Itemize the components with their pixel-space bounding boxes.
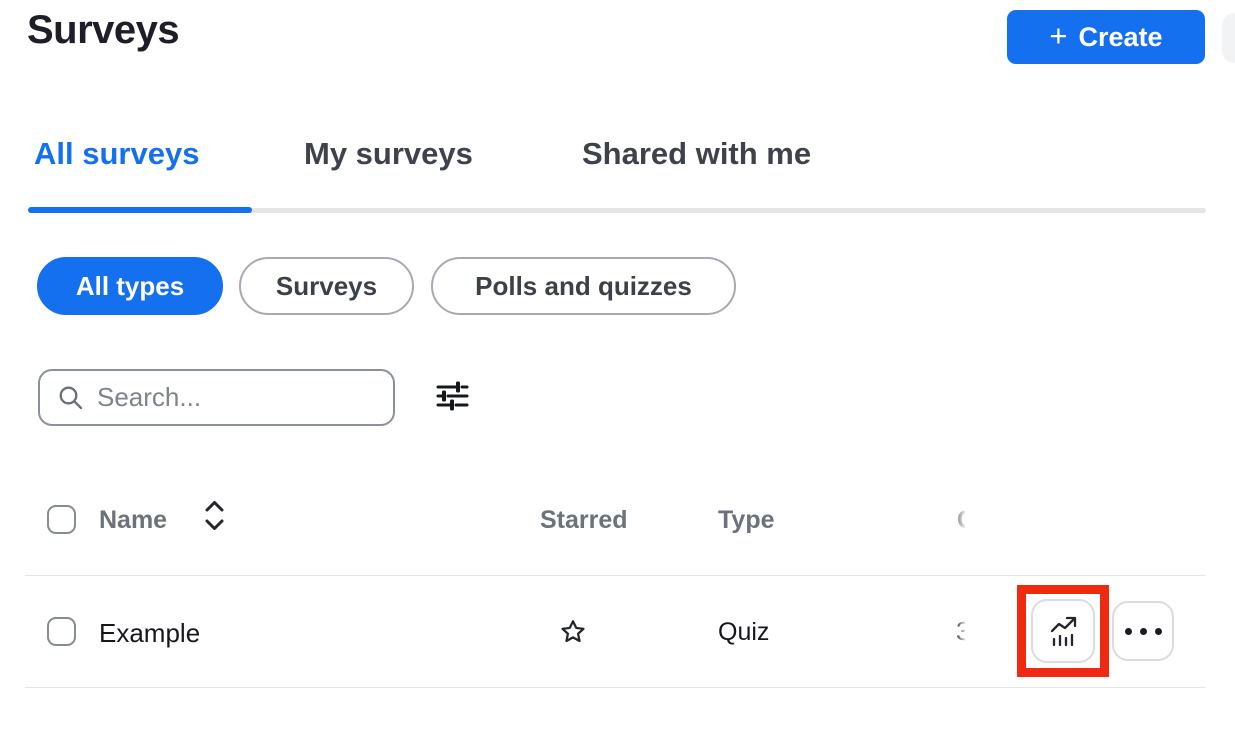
survey-type: Quiz <box>718 618 770 646</box>
analyze-results-button[interactable] <box>1031 599 1095 663</box>
sort-arrows-icon <box>203 499 226 532</box>
partial-edge-element <box>1222 13 1235 63</box>
filter-pill-polls-quizzes[interactable]: Polls and quizzes <box>431 257 736 315</box>
filter-pill-surveys[interactable]: Surveys <box>239 257 414 315</box>
search-icon <box>57 384 84 411</box>
page-title: Surveys <box>27 8 180 52</box>
search-box[interactable] <box>38 369 395 426</box>
create-button-label: Create <box>1078 21 1163 52</box>
star-toggle[interactable] <box>559 618 587 646</box>
filter-pill-all-types[interactable]: All types <box>37 257 223 315</box>
ellipsis-icon <box>1124 627 1132 635</box>
sort-button[interactable] <box>203 499 226 532</box>
tab-track <box>28 208 1206 213</box>
more-options-button[interactable] <box>1112 601 1174 661</box>
tab-my-surveys[interactable]: My surveys <box>304 136 473 171</box>
column-header-type: Type <box>718 506 775 534</box>
column-header-starred: Starred <box>540 506 628 534</box>
tab-all-surveys[interactable]: All surveys <box>34 136 200 171</box>
column-header-name[interactable]: Name <box>99 506 168 534</box>
row-divider <box>25 575 1206 576</box>
select-all-checkbox[interactable] <box>47 505 76 534</box>
row-divider <box>25 687 1206 688</box>
trend-chart-icon <box>1046 614 1080 648</box>
survey-name[interactable]: Example <box>99 618 201 648</box>
row-checkbox[interactable] <box>47 617 76 646</box>
active-tab-indicator <box>28 207 252 213</box>
search-input[interactable] <box>97 382 379 413</box>
filter-button[interactable] <box>435 378 470 414</box>
star-outline-icon <box>559 618 587 646</box>
tab-shared-with-me[interactable]: Shared with me <box>582 136 812 171</box>
create-button[interactable]: + Create <box>1007 10 1205 64</box>
plus-icon: + <box>1049 18 1068 53</box>
sliders-icon <box>435 378 470 414</box>
